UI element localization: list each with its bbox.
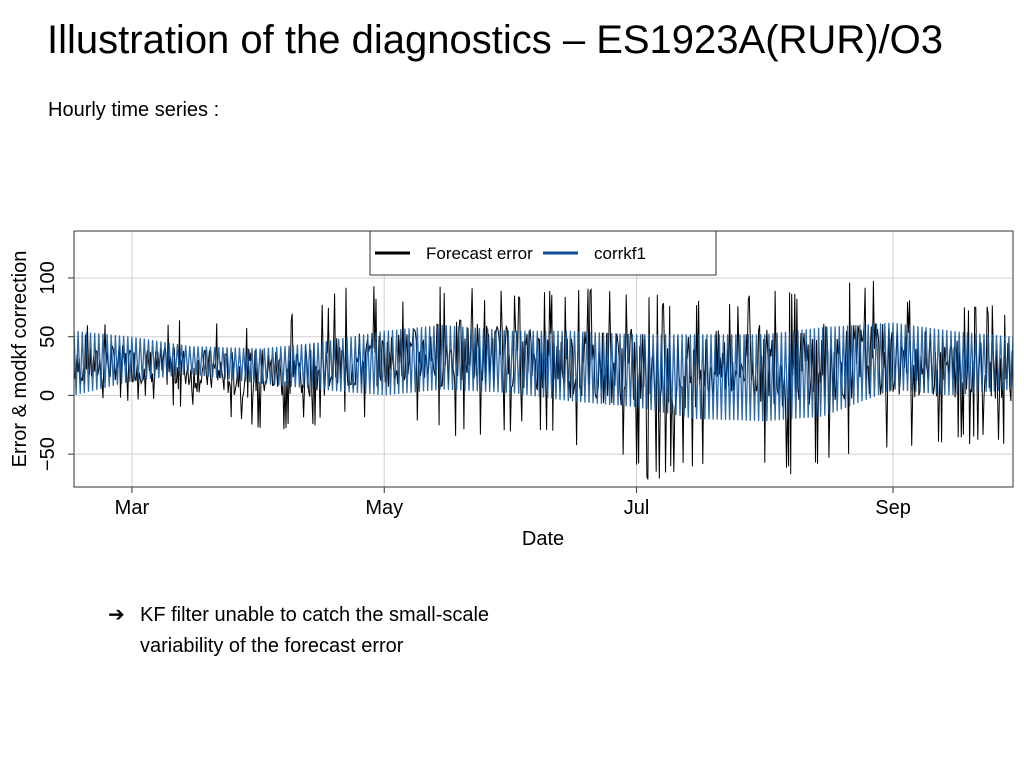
legend-label-corrkf1: corrkf1 [594, 244, 646, 263]
slide-subtitle: Hourly time series : [48, 99, 220, 121]
y-axis-title: Error & modkf correction [9, 251, 31, 468]
arrow-right-icon: ➔ [108, 604, 125, 626]
x-tick-label: Mar [115, 497, 150, 519]
y-tick-label: 50 [37, 326, 59, 348]
bullet-line-1: KF filter unable to catch the small-scal… [140, 604, 490, 626]
chart-series-layer [74, 280, 1013, 480]
conclusion-bullet: ➔ KF filter unable to catch the small-sc… [108, 600, 610, 662]
x-axis-title: Date [522, 528, 564, 550]
chart-legend: Forecast error corrkf1 [369, 230, 717, 276]
slide-title: Illustration of the diagnostics – ES1923… [47, 18, 943, 62]
y-tick-label: 100 [37, 261, 59, 294]
x-tick-label: Jul [624, 497, 650, 519]
y-tick-label: −50 [37, 437, 59, 471]
x-tick-label: Sep [875, 497, 911, 519]
series-corrkf1 [74, 322, 1013, 422]
y-tick-label: 0 [37, 390, 59, 401]
legend-label-forecast-error: Forecast error [426, 244, 533, 263]
x-axis-ticks: Mar May Jul Sep [115, 487, 911, 519]
bullet-line-2: variability of the forecast error [140, 635, 404, 657]
x-tick-label: May [365, 497, 403, 519]
y-axis-ticks: −50 0 50 100 [37, 261, 74, 471]
time-series-chart: Mar May Jul Sep −50 0 50 100 Date Error & modk… [9, 230, 1014, 550]
